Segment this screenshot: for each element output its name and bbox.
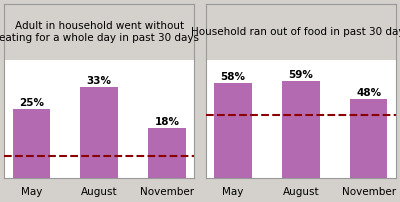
Bar: [148, 128, 186, 178]
Bar: [282, 81, 320, 178]
Text: 59%: 59%: [288, 70, 313, 80]
Text: 33%: 33%: [87, 76, 112, 86]
Text: 18%: 18%: [154, 117, 180, 127]
Text: 48%: 48%: [356, 88, 381, 98]
Text: Adult in household went without
eating for a whole day in past 30 days: Adult in household went without eating f…: [0, 21, 199, 43]
Bar: [350, 99, 387, 178]
Bar: [214, 83, 252, 178]
Text: 25%: 25%: [19, 98, 44, 108]
Text: 58%: 58%: [220, 72, 246, 82]
Text: Household ran out of food in past 30 days: Household ran out of food in past 30 day…: [191, 27, 400, 37]
Bar: [80, 87, 118, 178]
Bar: [13, 109, 50, 178]
